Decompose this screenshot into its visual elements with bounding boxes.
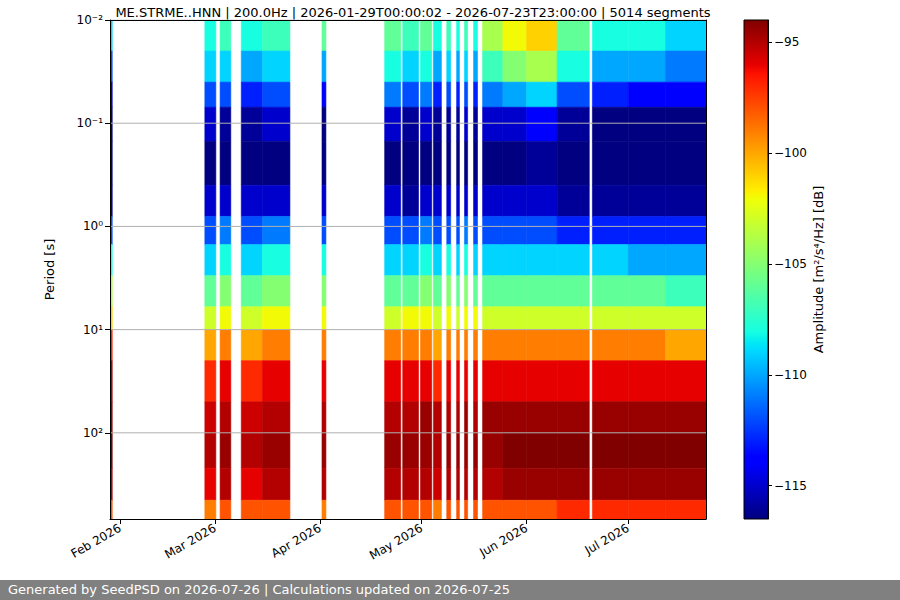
svg-text:10²: 10² xyxy=(83,426,103,440)
svg-text:Mar 2026: Mar 2026 xyxy=(162,521,218,562)
svg-text:Jun 2026: Jun 2026 xyxy=(476,521,530,560)
svg-text:10⁻¹: 10⁻¹ xyxy=(77,116,104,130)
svg-text:−110: −110 xyxy=(774,368,807,382)
svg-text:Amplitude [m²/s⁴/Hz] [dB]: Amplitude [m²/s⁴/Hz] [dB] xyxy=(811,186,826,354)
svg-text:Apr 2026: Apr 2026 xyxy=(269,521,324,561)
svg-text:ME.STRME..HNN | 200.0Hz | 2026: ME.STRME..HNN | 200.0Hz | 2026-01-29T00:… xyxy=(115,5,710,20)
svg-text:Period [s]: Period [s] xyxy=(42,239,57,301)
svg-text:10⁰: 10⁰ xyxy=(83,219,103,233)
svg-text:May 2026: May 2026 xyxy=(367,521,425,563)
svg-text:10⁻²: 10⁻² xyxy=(77,13,104,27)
svg-text:−95: −95 xyxy=(774,35,799,49)
svg-text:Feb 2026: Feb 2026 xyxy=(69,521,124,561)
svg-text:−115: −115 xyxy=(774,479,807,493)
svg-text:Generated by SeedPSD on 2026-0: Generated by SeedPSD on 2026-07-26 | Cal… xyxy=(8,582,510,597)
svg-text:Jul 2026: Jul 2026 xyxy=(582,521,632,558)
svg-text:−100: −100 xyxy=(774,146,807,160)
svg-text:10¹: 10¹ xyxy=(83,323,103,337)
svg-text:−105: −105 xyxy=(774,257,807,271)
